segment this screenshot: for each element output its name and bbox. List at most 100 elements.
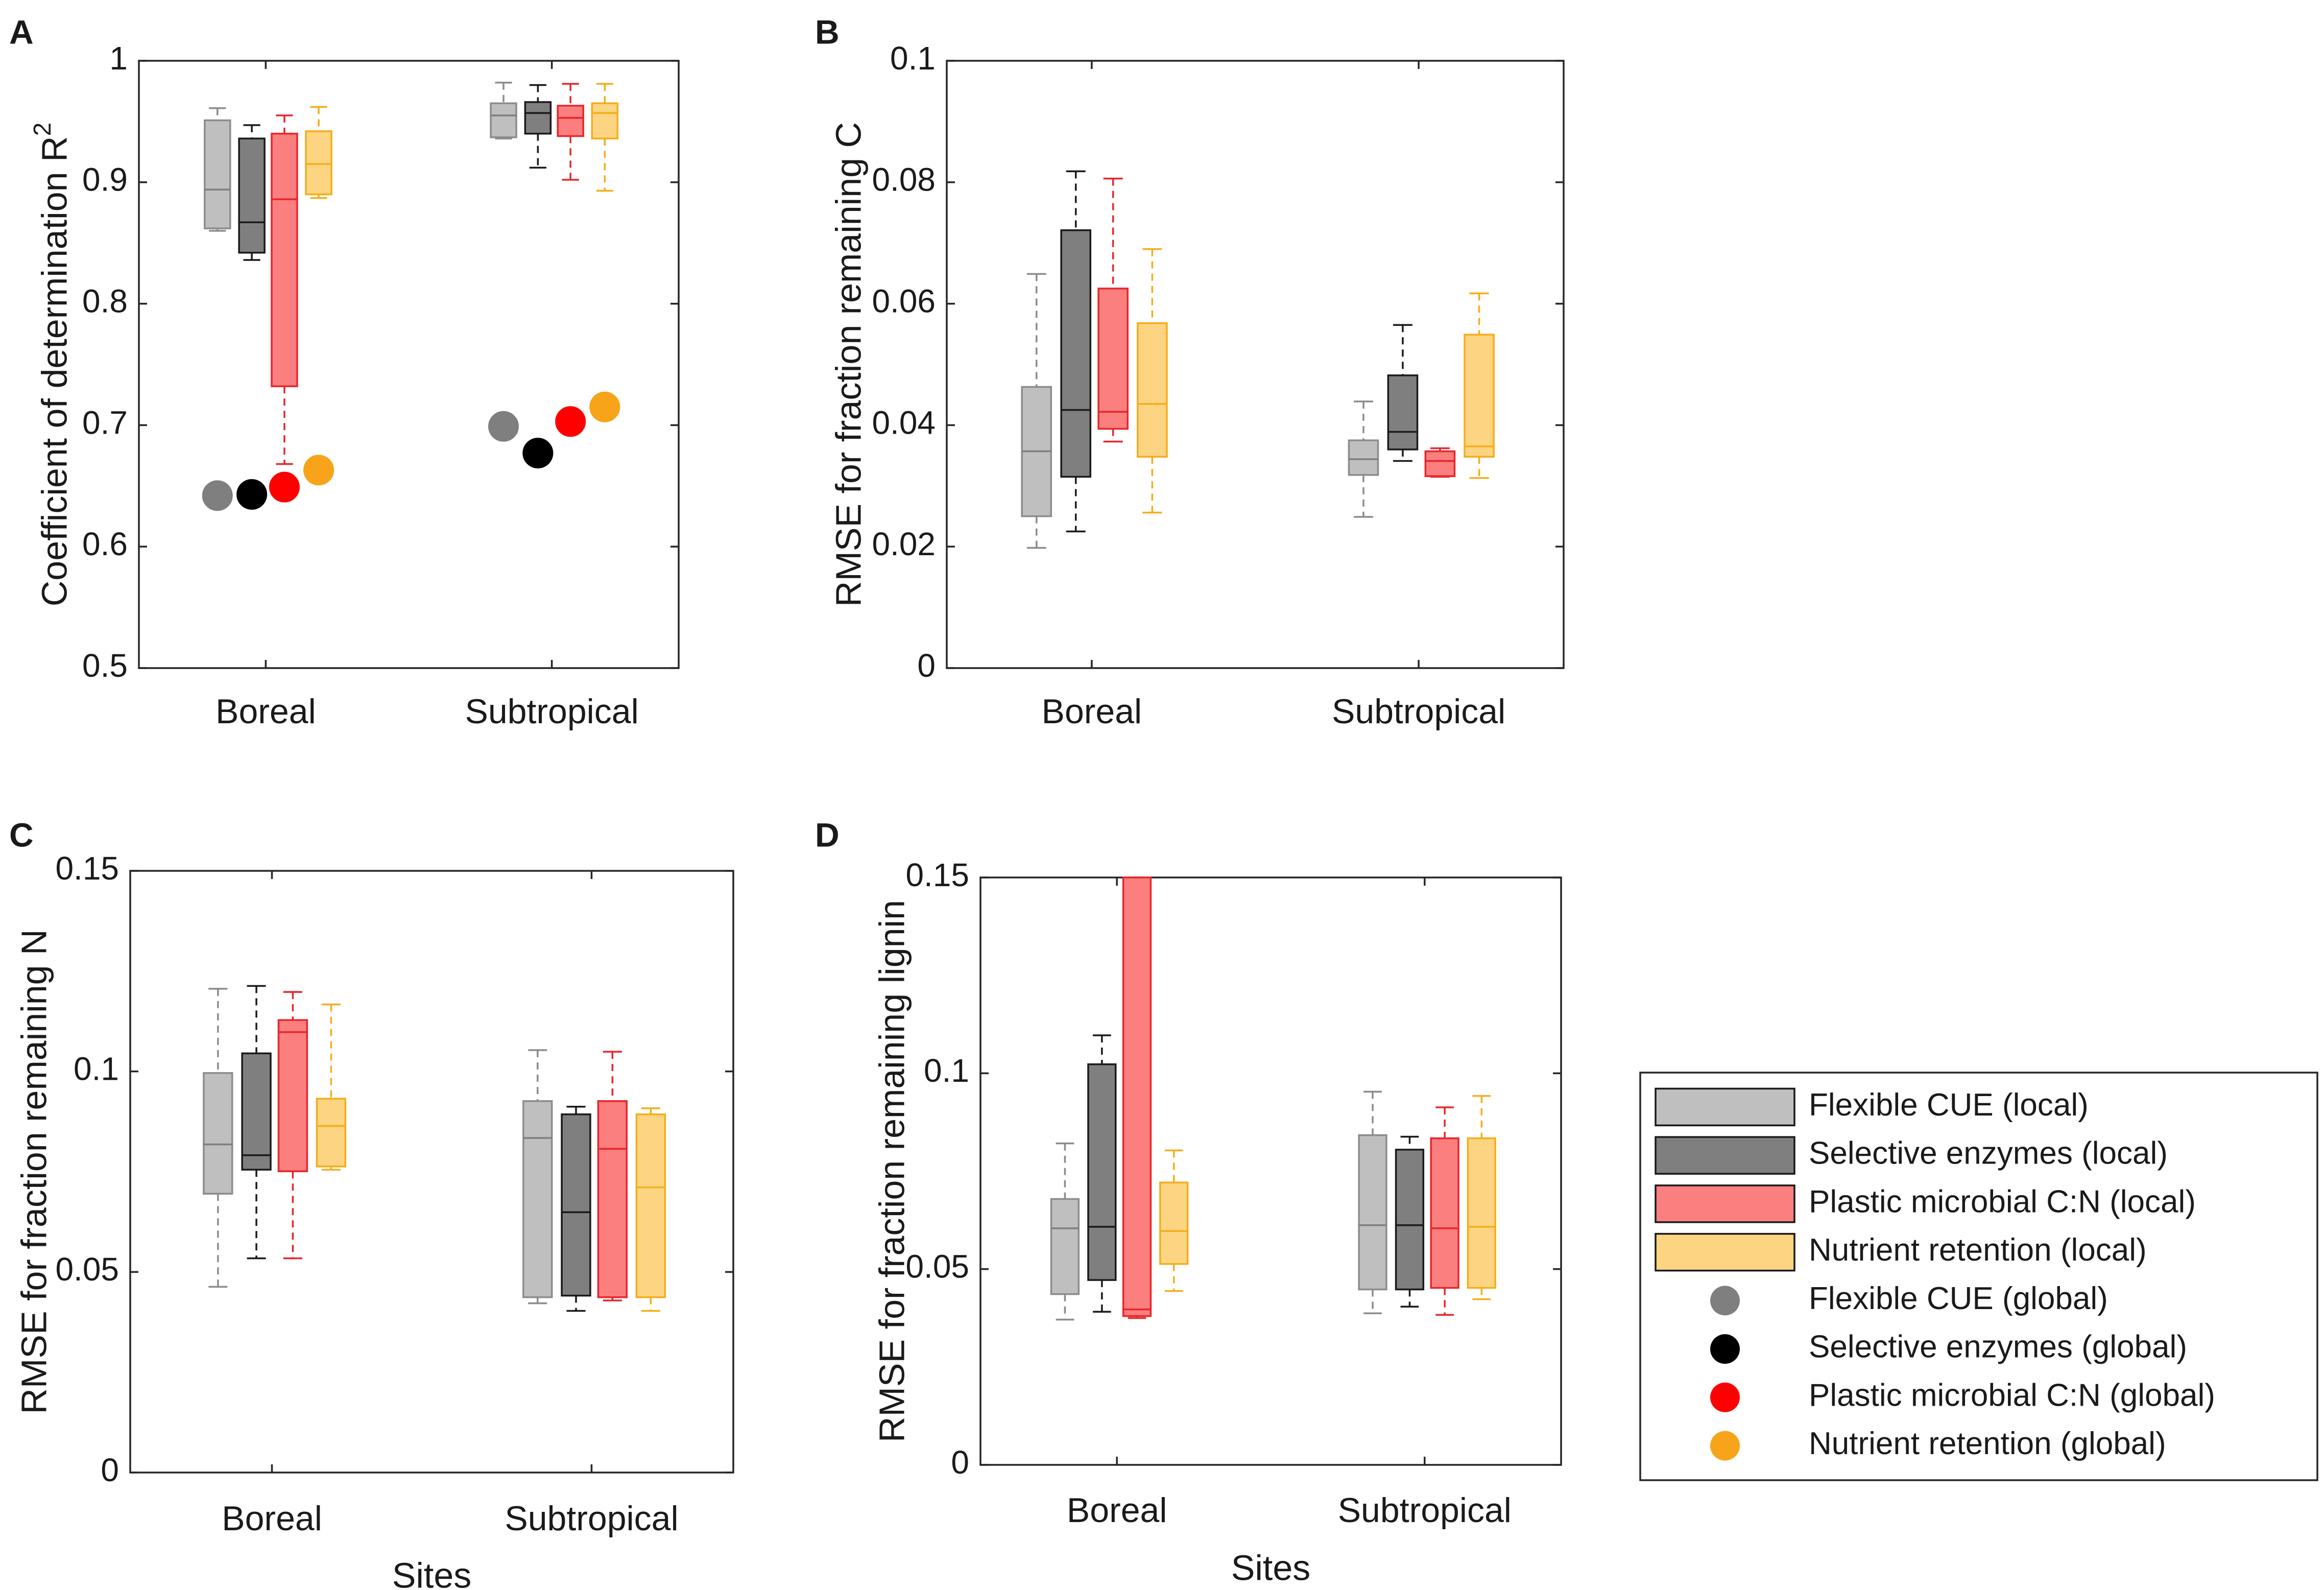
panel-d-ylabel: RMSE for fraction remaining lignin xyxy=(872,900,912,1442)
panel-c: C 0 0.05 0.1 0.15 Boreal Subtropical RMSE for f… xyxy=(9,816,734,1590)
iqr-box xyxy=(204,119,231,229)
iqr-box xyxy=(1137,322,1168,458)
legend-item: Flexible CUE (global) xyxy=(1710,1281,2108,1316)
panel-b-box-subtropical-s1 xyxy=(1387,324,1419,462)
iqr-box xyxy=(305,130,332,196)
panel-b-box-subtropical-s3 xyxy=(1464,292,1495,479)
panel-c-axes-frame xyxy=(129,870,734,1474)
panel-a: A 0.5 0.6 0.7 0.8 0.9 1 Boreal Subtropical Coeffi… xyxy=(9,13,680,731)
panel-d-category-label: Boreal xyxy=(1067,1491,1167,1530)
iqr-box xyxy=(591,102,619,139)
panel-a-ytick-label: 0.7 xyxy=(82,404,128,441)
panel-b-ytick-label: 0.06 xyxy=(872,283,936,320)
iqr-box xyxy=(1159,1181,1189,1265)
panel-a-global-point-subtropical-s2 xyxy=(555,406,586,437)
panel-b-ytick-label: 0.04 xyxy=(872,404,936,441)
panel-a-ylabel: Coefficient of determination R2 xyxy=(29,123,75,607)
panel-c-box-subtropical-s0 xyxy=(522,1049,553,1304)
iqr-box xyxy=(1060,229,1092,478)
iqr-box xyxy=(1424,450,1456,478)
legend-label: Flexible CUE (local) xyxy=(1809,1087,2089,1123)
panel-d-xlabel: Sites xyxy=(1231,1548,1311,1587)
iqr-box xyxy=(1122,876,1152,1317)
panel-d-box-boreal-s0 xyxy=(1050,1142,1080,1321)
panel-b-box-boreal-s0 xyxy=(1021,273,1052,549)
panel-c-ytick-label: 0.1 xyxy=(74,1051,119,1087)
panel-a-global-point-subtropical-s1 xyxy=(522,438,554,469)
iqr-box xyxy=(1097,288,1129,430)
legend-label: Selective enzymes (local) xyxy=(1809,1136,2168,1171)
panel-d-box-subtropical-s1 xyxy=(1395,1135,1425,1308)
panel-a-ytick-label: 0.5 xyxy=(82,647,128,684)
legend-label: Nutrient retention (global) xyxy=(1809,1426,2166,1461)
panel-d-category-label: Subtropical xyxy=(1338,1491,1512,1530)
legend-label: Plastic microbial C:N (local) xyxy=(1809,1184,2196,1219)
panel-d-ytick-label: 0.15 xyxy=(905,857,969,893)
panel-c-box-subtropical-s1 xyxy=(561,1106,591,1312)
iqr-box xyxy=(524,101,552,135)
legend-label: Nutrient retention (local) xyxy=(1809,1232,2147,1268)
panel-d-ytick-label: 0.05 xyxy=(905,1248,969,1285)
panel-a-ytick-label: 0.6 xyxy=(82,526,128,562)
legend-marker xyxy=(1710,1334,1740,1364)
panel-c-box-boreal-s2 xyxy=(277,991,308,1260)
panel-c-ytick-label: 0.15 xyxy=(55,850,119,887)
panel-d-letter: D xyxy=(815,816,840,853)
panel-d-box-subtropical-s0 xyxy=(1358,1090,1387,1315)
iqr-box xyxy=(203,1072,233,1195)
panel-a-ylabel-superscript: 2 xyxy=(29,123,56,136)
panel-c-category-label: Subtropical xyxy=(505,1499,678,1538)
panel-b-category-label: Subtropical xyxy=(1332,692,1505,731)
iqr-box xyxy=(1050,1198,1080,1295)
panel-d-box-boreal-s2 xyxy=(1122,876,1152,1319)
legend-label: Plastic microbial C:N (global) xyxy=(1809,1378,2215,1413)
panel-a-global-point-boreal-s3 xyxy=(303,455,334,486)
legend-swatch xyxy=(1655,1136,1795,1175)
legend-label: Selective enzymes (global) xyxy=(1809,1330,2187,1365)
iqr-box xyxy=(490,102,517,138)
panel-a-global-point-boreal-s0 xyxy=(202,480,233,511)
panel-a-global-point-boreal-s1 xyxy=(236,479,268,510)
iqr-box xyxy=(241,1052,272,1171)
legend-item: Nutrient retention (global) xyxy=(1710,1426,2166,1461)
panel-d-box-subtropical-s3 xyxy=(1467,1095,1496,1300)
iqr-box xyxy=(1348,439,1379,476)
legend-marker xyxy=(1710,1382,1740,1412)
panel-b-box-boreal-s1 xyxy=(1060,170,1092,533)
panel-c-box-boreal-s0 xyxy=(203,988,233,1288)
iqr-box xyxy=(1387,374,1419,450)
panel-a-ytick-label: 1 xyxy=(109,40,128,77)
iqr-box xyxy=(238,137,266,254)
legend-label: Flexible CUE (global) xyxy=(1809,1281,2108,1316)
panel-b-ytick-label: 0.02 xyxy=(872,526,936,562)
legend-marker xyxy=(1710,1431,1740,1461)
panel-d-box-boreal-s1 xyxy=(1087,1034,1117,1313)
panel-a-box-boreal-s3 xyxy=(305,106,332,199)
panel-a-box-boreal-s2 xyxy=(271,114,298,465)
panel-b: B 0 0.02 0.04 0.06 0.08 0.1 Boreal Subtropical RM… xyxy=(815,13,1565,731)
panel-c-box-boreal-s3 xyxy=(316,1003,347,1171)
panel-a-ytick-label: 0.8 xyxy=(82,283,128,320)
iqr-box xyxy=(1464,334,1495,458)
panel-b-ytick-label: 0.1 xyxy=(890,40,936,77)
panel-a-global-point-subtropical-s0 xyxy=(488,411,519,442)
panel-a-box-subtropical-s1 xyxy=(524,84,552,169)
panel-a-global-point-boreal-s2 xyxy=(269,471,300,503)
panel-d-box-subtropical-s2 xyxy=(1430,1106,1459,1316)
panel-a-axes-frame xyxy=(138,60,680,669)
panel-c-box-subtropical-s2 xyxy=(597,1051,628,1301)
panel-d-box-boreal-s3 xyxy=(1159,1149,1189,1292)
iqr-box xyxy=(316,1098,347,1168)
iqr-box xyxy=(522,1100,553,1298)
panel-b-ylabel: RMSE for fraction remaining C xyxy=(828,122,868,607)
panel-a-box-subtropical-s3 xyxy=(591,83,619,192)
panel-a-box-subtropical-s0 xyxy=(490,82,517,139)
panel-c-ylabel: RMSE for fraction remaining N xyxy=(14,929,54,1414)
legend: Flexible CUE (local) Selective enzymes (l… xyxy=(1639,1072,2318,1481)
iqr-box xyxy=(557,105,584,137)
panel-a-box-boreal-s1 xyxy=(238,124,266,261)
iqr-box xyxy=(1467,1137,1496,1289)
legend-item: Selective enzymes (global) xyxy=(1710,1330,2187,1365)
panel-c-letter: C xyxy=(9,816,34,853)
